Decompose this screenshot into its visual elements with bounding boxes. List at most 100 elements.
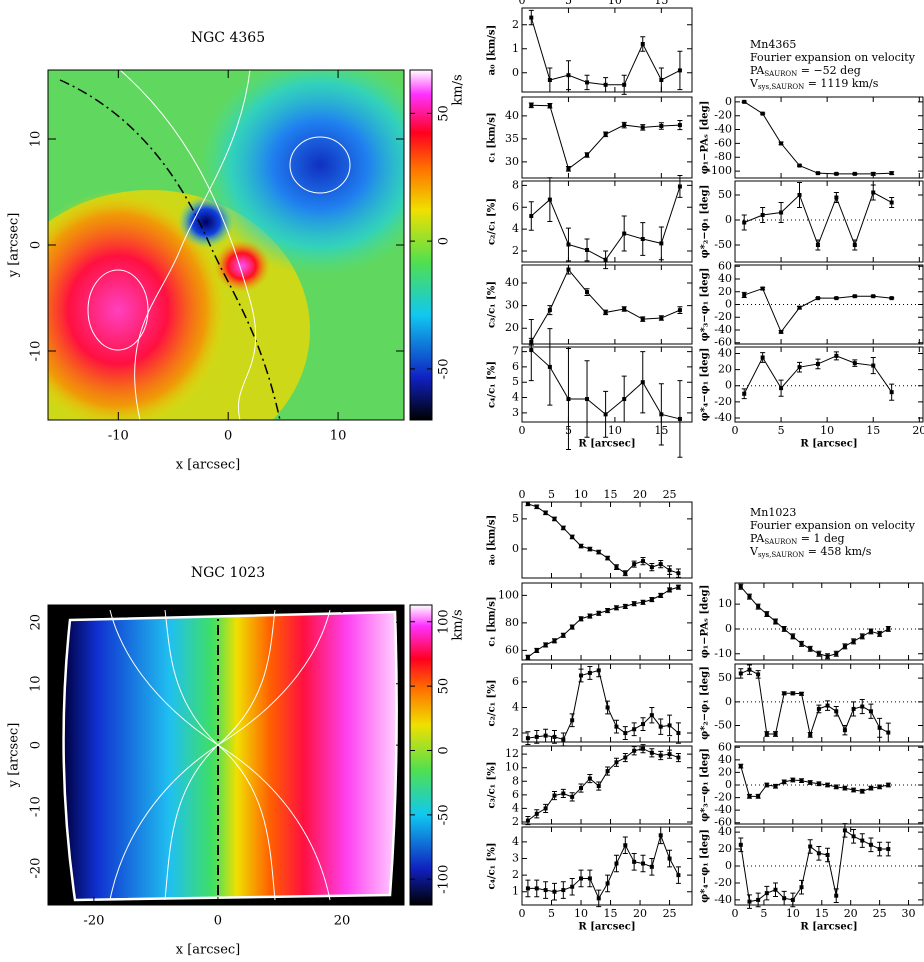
data-point [605,705,610,710]
y-axis-label: φ*₄−φ₁ [deg] [700,348,711,422]
x-tick-label: 0 [224,429,232,444]
y-tick-label: 10 [505,761,519,774]
y-axis-label: c₂/c₁ [%] [487,679,498,726]
y-tick-label: -40 [714,323,732,336]
x-tick-label: 20 [633,907,647,920]
data-point [871,363,876,368]
data-point [640,317,645,322]
y-tick-label: -40 [714,411,732,424]
data-point [603,412,608,417]
data-point [852,171,857,176]
text: = 1119 km/s [804,77,879,90]
y-tick-label: 20 [718,842,732,855]
data-point [658,753,663,758]
x-tick-label: 5 [760,907,767,920]
data-point [649,713,654,718]
y-tick-label: 50 [718,188,732,201]
data-point [658,724,663,729]
data-point [790,897,795,902]
y-axis-label: φ*₃−φ₁ [deg] [700,268,711,342]
y-tick-label: -40 [714,123,732,136]
data-point [649,864,654,869]
velocity-map-image [48,70,404,420]
data-point [534,504,539,509]
y-tick-label: 80 [505,616,519,629]
y-axis-label: y [arcsec] [7,213,22,279]
data-point [529,348,534,353]
y-axis-label: c₃/c₁ [%] [487,281,498,328]
data-point [552,734,557,739]
data-point [561,737,566,742]
data-point [525,501,530,506]
data-point [742,220,747,225]
data-point [587,670,592,675]
data-point [842,644,847,649]
data-point [579,673,584,678]
y-tick-label: 3 [512,852,519,865]
data-point [585,247,590,252]
data-point [877,847,882,852]
data-point [525,818,530,823]
y-tick-label: 20 [718,285,732,298]
x-tick-label: 5 [778,424,785,437]
y-axis-label: a₀ [km/s] [487,25,498,76]
y-tick-label: 10 [718,597,732,610]
data-line [744,191,892,247]
x-tick-label: 20 [334,914,351,929]
data-line [743,101,892,175]
data-point [799,778,804,783]
data-point [587,776,592,781]
y-tick-label: 20 [505,321,519,334]
data-point [676,755,681,760]
data-point [570,794,575,799]
x-tick-label: 0 [732,907,739,920]
data-point [561,525,566,530]
x-axis-label: x [arcsec] [176,458,241,473]
y-axis-label: φ₁−PAₛ [deg] [700,101,711,175]
data-point [677,416,682,421]
y-axis-label: c₃/c₁ [%] [487,761,498,808]
data-point [547,364,552,369]
data-point [790,777,795,782]
data-point [667,587,672,592]
y-tick-label: 10 [29,131,44,148]
x-tick-label: 10 [574,907,588,920]
y-tick-label: 40 [505,276,519,289]
annotation-pa: PASAURON = −52 deg [750,64,861,78]
y-tick-label: 0 [725,379,732,392]
colorbar [409,604,433,906]
data-point [825,654,830,659]
data-point [640,42,645,46]
label: PA [750,532,765,545]
data-point [632,601,637,606]
annotation-subtitle: Fourier expansion on velocity [750,51,916,64]
data-point [851,788,856,793]
data-point [816,651,821,656]
data-point [677,308,682,313]
y-tick-label: 1 [512,42,519,55]
data-point [585,80,590,85]
data-point [667,568,672,573]
data-line [530,268,681,342]
panel-frame [734,180,924,263]
data-point [797,163,802,168]
data-point [561,791,566,796]
data-point [764,891,769,896]
data-point [543,642,548,647]
data-point [596,611,601,616]
data-point [543,806,548,811]
y-tick-label: -50 [714,718,732,731]
data-point [622,307,627,312]
data-point [815,171,820,176]
data-point [816,851,821,856]
data-point [561,633,566,638]
data-point [667,723,672,728]
data-point [570,884,575,889]
y-tick-label: 0 [725,298,732,311]
x-tick-label: 15 [604,907,618,920]
data-point [860,634,865,639]
subscript: SAURON [764,70,797,78]
data-point [852,294,857,299]
panel-frame [521,180,693,263]
y-axis-label: c₄/c₁ [%] [487,842,498,889]
